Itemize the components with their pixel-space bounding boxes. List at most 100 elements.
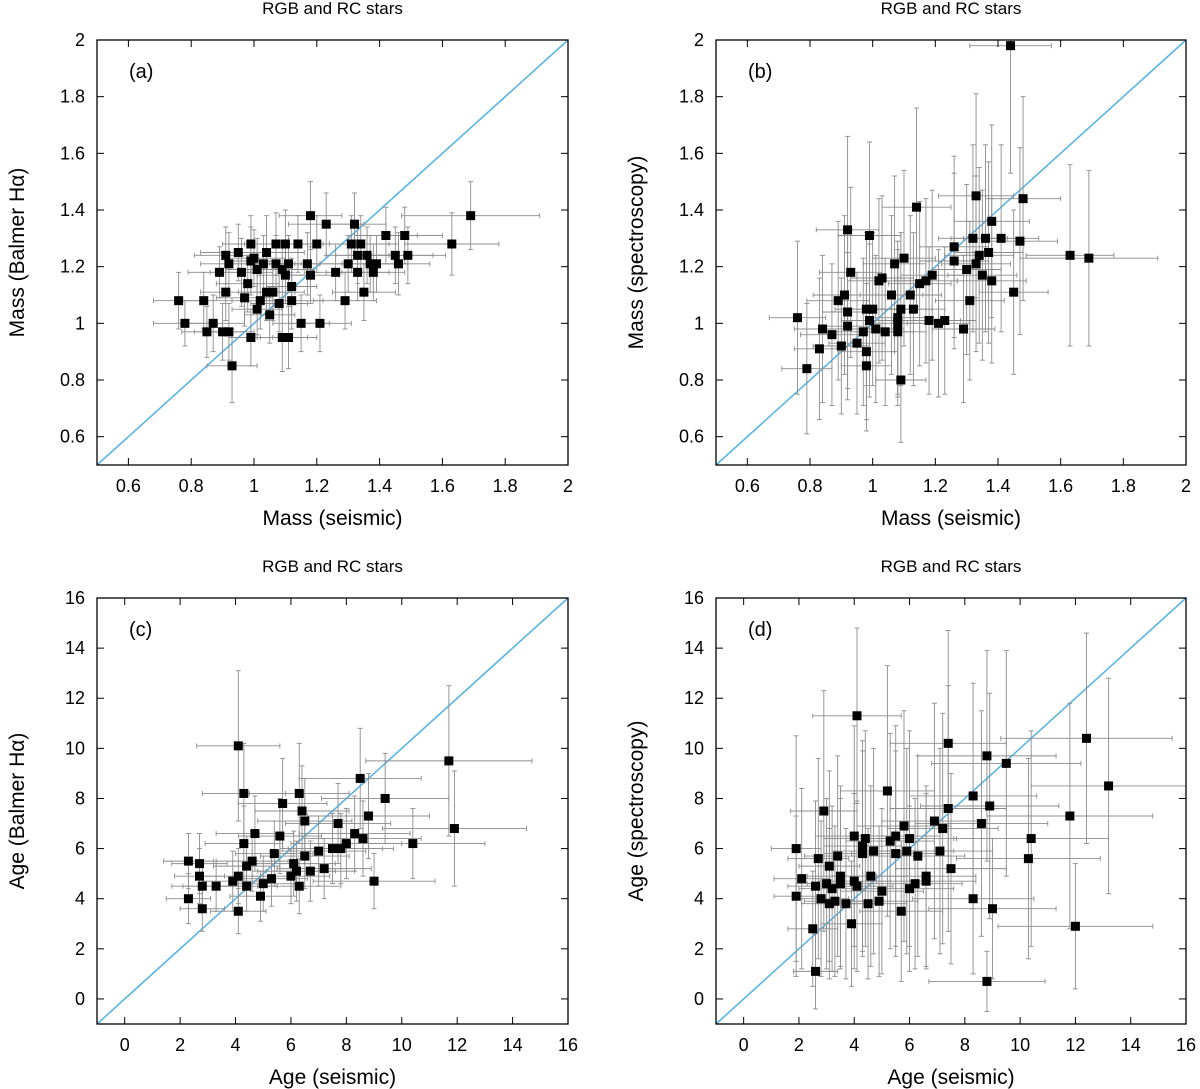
- panel-label: (b): [748, 61, 772, 83]
- data-point: [444, 756, 454, 766]
- data-point: [913, 851, 923, 861]
- data-point: [358, 834, 368, 844]
- data-point: [300, 851, 310, 861]
- data-point: [943, 738, 953, 748]
- data-point: [861, 347, 871, 357]
- data-point: [255, 891, 265, 901]
- data-point: [971, 259, 981, 269]
- x-tick-label: 10: [1010, 1035, 1030, 1055]
- y-axis-label: Mass (spectroscopy): [625, 156, 648, 350]
- y-tick-label: 16: [65, 588, 85, 608]
- data-point: [369, 876, 379, 886]
- data-point: [982, 751, 992, 761]
- x-tick-label: 1.6: [1048, 476, 1073, 496]
- data-point: [319, 864, 329, 874]
- data-point: [267, 874, 277, 884]
- x-tick-label: 0: [120, 1035, 130, 1055]
- data-point: [943, 803, 953, 813]
- panel-b: RGB and RC stars 0.6 0.8 1 1.2 1.4 1.6 1.8 2 0.6 0…: [625, 0, 1191, 530]
- error-bars: [153, 181, 541, 404]
- x-tick-label: 14: [1121, 1035, 1141, 1055]
- data-point: [246, 333, 256, 342]
- y-axis-label: Age (Balmer Hα): [6, 733, 29, 890]
- plot-frame: [715, 597, 1187, 1025]
- data-point: [1104, 781, 1114, 791]
- panel-label: (a): [129, 61, 153, 83]
- data-point: [1023, 854, 1033, 864]
- data-point: [940, 316, 950, 325]
- data-point: [306, 211, 316, 221]
- data-point: [218, 327, 228, 337]
- data-point: [262, 248, 272, 257]
- data-point: [977, 270, 987, 280]
- panel-label: (d): [748, 619, 772, 641]
- data-point: [987, 276, 997, 286]
- x-tick-label: 8: [960, 1035, 970, 1055]
- data-point: [250, 829, 260, 839]
- panel-d: RGB and RC stars 0 2 4 6 8 10 12 14 16 0 2 4 6 8 10 12 14…: [625, 557, 1196, 1089]
- data-point: [214, 267, 224, 277]
- data-point: [861, 304, 871, 314]
- y-axis-label: Age (spectroscopy): [625, 721, 648, 902]
- data-point: [896, 304, 906, 314]
- data-point: [791, 844, 801, 854]
- data-point: [312, 239, 322, 249]
- data-point: [174, 296, 184, 306]
- y-tick-label: 1.2: [60, 257, 85, 277]
- data-point: [968, 894, 978, 904]
- data-point: [987, 216, 997, 226]
- data-point: [814, 344, 824, 354]
- data-point: [962, 265, 972, 274]
- y-tick-label: 1.8: [679, 87, 704, 107]
- y-tick-label: 1: [75, 313, 85, 333]
- data-point: [813, 854, 823, 864]
- data-point: [271, 239, 281, 249]
- data-point: [359, 287, 369, 297]
- x-tick-label: 12: [1065, 1035, 1085, 1055]
- data-point: [886, 290, 896, 300]
- x-tick-label: 4: [231, 1035, 241, 1055]
- data-point: [1006, 41, 1016, 51]
- error-bar: [969, 39, 1052, 174]
- data-point: [824, 861, 834, 871]
- data-point: [974, 250, 984, 260]
- data-point: [314, 846, 324, 856]
- data-point: [890, 259, 900, 269]
- data-point: [403, 250, 413, 260]
- data-point: [858, 327, 868, 337]
- data-point: [252, 265, 262, 274]
- data-point: [284, 259, 294, 269]
- panel-title: RGB and RC stars: [881, 0, 1022, 18]
- data-point: [866, 871, 876, 881]
- data-point: [224, 327, 234, 337]
- data-point: [971, 191, 981, 201]
- data-point: [1018, 194, 1028, 204]
- data-point: [447, 239, 457, 249]
- data-point: [242, 881, 252, 891]
- data-point: [1081, 733, 1091, 743]
- data-point: [242, 861, 252, 871]
- x-tick-label: 1.8: [1111, 476, 1136, 496]
- y-tick-label: 10: [684, 738, 704, 758]
- one-to-one-line: [715, 39, 1187, 466]
- data-point: [946, 864, 956, 874]
- data-point: [910, 879, 920, 889]
- y-tick-label: 1: [694, 313, 704, 333]
- data-point: [924, 316, 934, 325]
- data-point: [865, 316, 875, 325]
- data-point: [356, 239, 366, 249]
- panel-label: (c): [129, 619, 152, 641]
- data-point: [315, 318, 325, 328]
- y-tick-label: 8: [694, 788, 704, 808]
- y-tick-label: 4: [694, 889, 704, 909]
- data-point: [233, 741, 243, 751]
- data-point: [877, 886, 887, 896]
- data-point: [183, 856, 193, 866]
- data-point: [827, 884, 837, 894]
- data-point: [268, 287, 278, 297]
- data-point: [296, 318, 306, 328]
- data-point: [208, 318, 218, 328]
- x-tick-label: 1.4: [985, 476, 1010, 496]
- data-point: [802, 364, 812, 374]
